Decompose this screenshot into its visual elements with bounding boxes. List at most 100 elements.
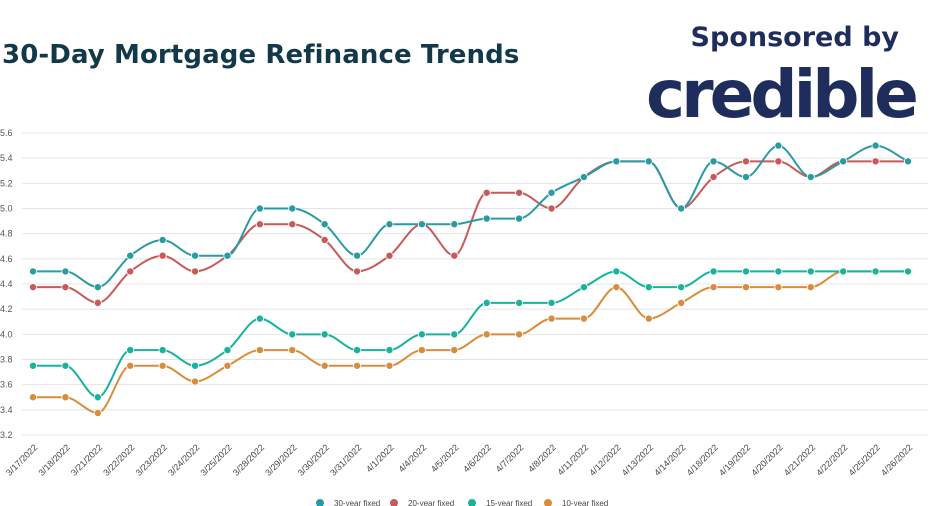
data-point: [482, 214, 491, 223]
data-point: [871, 267, 880, 276]
data-point: [709, 267, 718, 276]
data-point: [774, 283, 783, 292]
data-point: [320, 235, 329, 244]
data-point: [774, 267, 783, 276]
data-point: [450, 220, 459, 229]
y-tick-label: 3.4: [0, 405, 13, 415]
x-tick-label: 3/21/2022: [69, 442, 104, 477]
data-point: [191, 361, 200, 370]
data-point: [61, 267, 70, 276]
data-point: [515, 188, 524, 197]
data-point: [482, 330, 491, 339]
data-point: [191, 251, 200, 260]
legend-label-15-year-fixed: 15-year fixed: [486, 499, 532, 506]
legend: 30-year fixed 20-year fixed 15-year fixed 1…: [316, 499, 608, 506]
data-point: [158, 361, 167, 370]
data-point: [839, 267, 848, 276]
chart-title: 30-Day Mortgage Refinance Trends: [2, 40, 520, 70]
data-point: [158, 251, 167, 260]
series-10-year-fixed: [28, 267, 913, 417]
data-point: [288, 220, 297, 229]
y-tick-label: 5.0: [0, 204, 13, 214]
data-point: [223, 251, 232, 260]
data-point: [612, 157, 621, 166]
x-tick-label: 4/21/2022: [782, 442, 817, 477]
data-point: [547, 188, 556, 197]
data-point: [28, 283, 37, 292]
series-line-30-year-fixed: [33, 144, 909, 289]
data-point: [255, 346, 264, 355]
data-point: [320, 220, 329, 229]
data-point: [450, 346, 459, 355]
data-point: [904, 267, 913, 276]
x-tick-label: 3/23/2022: [134, 442, 169, 477]
data-point: [709, 173, 718, 182]
data-point: [612, 267, 621, 276]
data-point: [547, 314, 556, 323]
legend-marker-10-year-fixed: [544, 499, 552, 506]
x-tick-label: 3/17/2022: [4, 442, 39, 477]
legend-marker-20-year-fixed: [390, 499, 398, 506]
data-point: [320, 330, 329, 339]
data-point: [515, 298, 524, 307]
x-tick-label: 3/18/2022: [36, 442, 71, 477]
data-point: [677, 204, 686, 213]
data-point: [417, 330, 426, 339]
data-point: [547, 204, 556, 213]
data-point: [482, 298, 491, 307]
data-point: [288, 204, 297, 213]
x-tick-label: 3/22/2022: [101, 442, 136, 477]
y-tick-label: 4.2: [0, 304, 13, 314]
data-point: [806, 283, 815, 292]
legend-label-30-year-fixed: 30-year fixed: [334, 499, 380, 506]
data-point: [385, 220, 394, 229]
data-point: [741, 267, 750, 276]
x-tick-label: 4/26/2022: [879, 442, 914, 477]
data-point: [93, 298, 102, 307]
x-tick-label: 4/6/2022: [461, 442, 493, 474]
data-point: [126, 346, 135, 355]
legend-label-10-year-fixed: 10-year fixed: [562, 499, 608, 506]
x-tick-label: 4/19/2022: [717, 442, 752, 477]
x-tick-label: 4/4/2022: [396, 442, 428, 474]
data-point: [839, 157, 848, 166]
data-point: [61, 361, 70, 370]
series-line-15-year-fixed: [33, 270, 908, 399]
data-point: [353, 361, 362, 370]
y-axis-ticks: 3.2 3.4 3.6 3.8 4.0 4.2 4.4 4.6 4.8 5.0 5.2 5.4 5.6: [0, 128, 13, 440]
data-point: [482, 188, 491, 197]
data-point: [547, 298, 556, 307]
x-tick-label: 4/1/2022: [364, 442, 396, 474]
data-point: [126, 361, 135, 370]
data-point: [741, 173, 750, 182]
data-point: [158, 346, 167, 355]
x-tick-label: 4/12/2022: [587, 442, 622, 477]
series-15-year-fixed: [28, 267, 913, 402]
data-point: [677, 283, 686, 292]
x-tick-label: 3/24/2022: [166, 442, 201, 477]
grid-lines: [22, 132, 928, 436]
y-tick-label: 4.4: [0, 279, 13, 289]
data-point: [774, 157, 783, 166]
data-point: [191, 267, 200, 276]
y-tick-label: 3.8: [0, 355, 13, 365]
data-point: [644, 314, 653, 323]
data-point: [223, 361, 232, 370]
x-tick-label: 4/13/2022: [620, 442, 655, 477]
data-point: [93, 393, 102, 402]
data-point: [741, 283, 750, 292]
y-tick-label: 4.8: [0, 229, 13, 239]
y-tick-label: 5.2: [0, 178, 13, 188]
data-point: [417, 220, 426, 229]
x-tick-label: 4/7/2022: [494, 442, 526, 474]
data-point: [709, 283, 718, 292]
data-point: [61, 393, 70, 402]
data-point: [61, 283, 70, 292]
data-point: [677, 298, 686, 307]
data-point: [806, 267, 815, 276]
data-point: [93, 283, 102, 292]
data-point: [353, 346, 362, 355]
data-point: [385, 346, 394, 355]
x-tick-label: 3/25/2022: [198, 442, 233, 477]
data-point: [644, 157, 653, 166]
